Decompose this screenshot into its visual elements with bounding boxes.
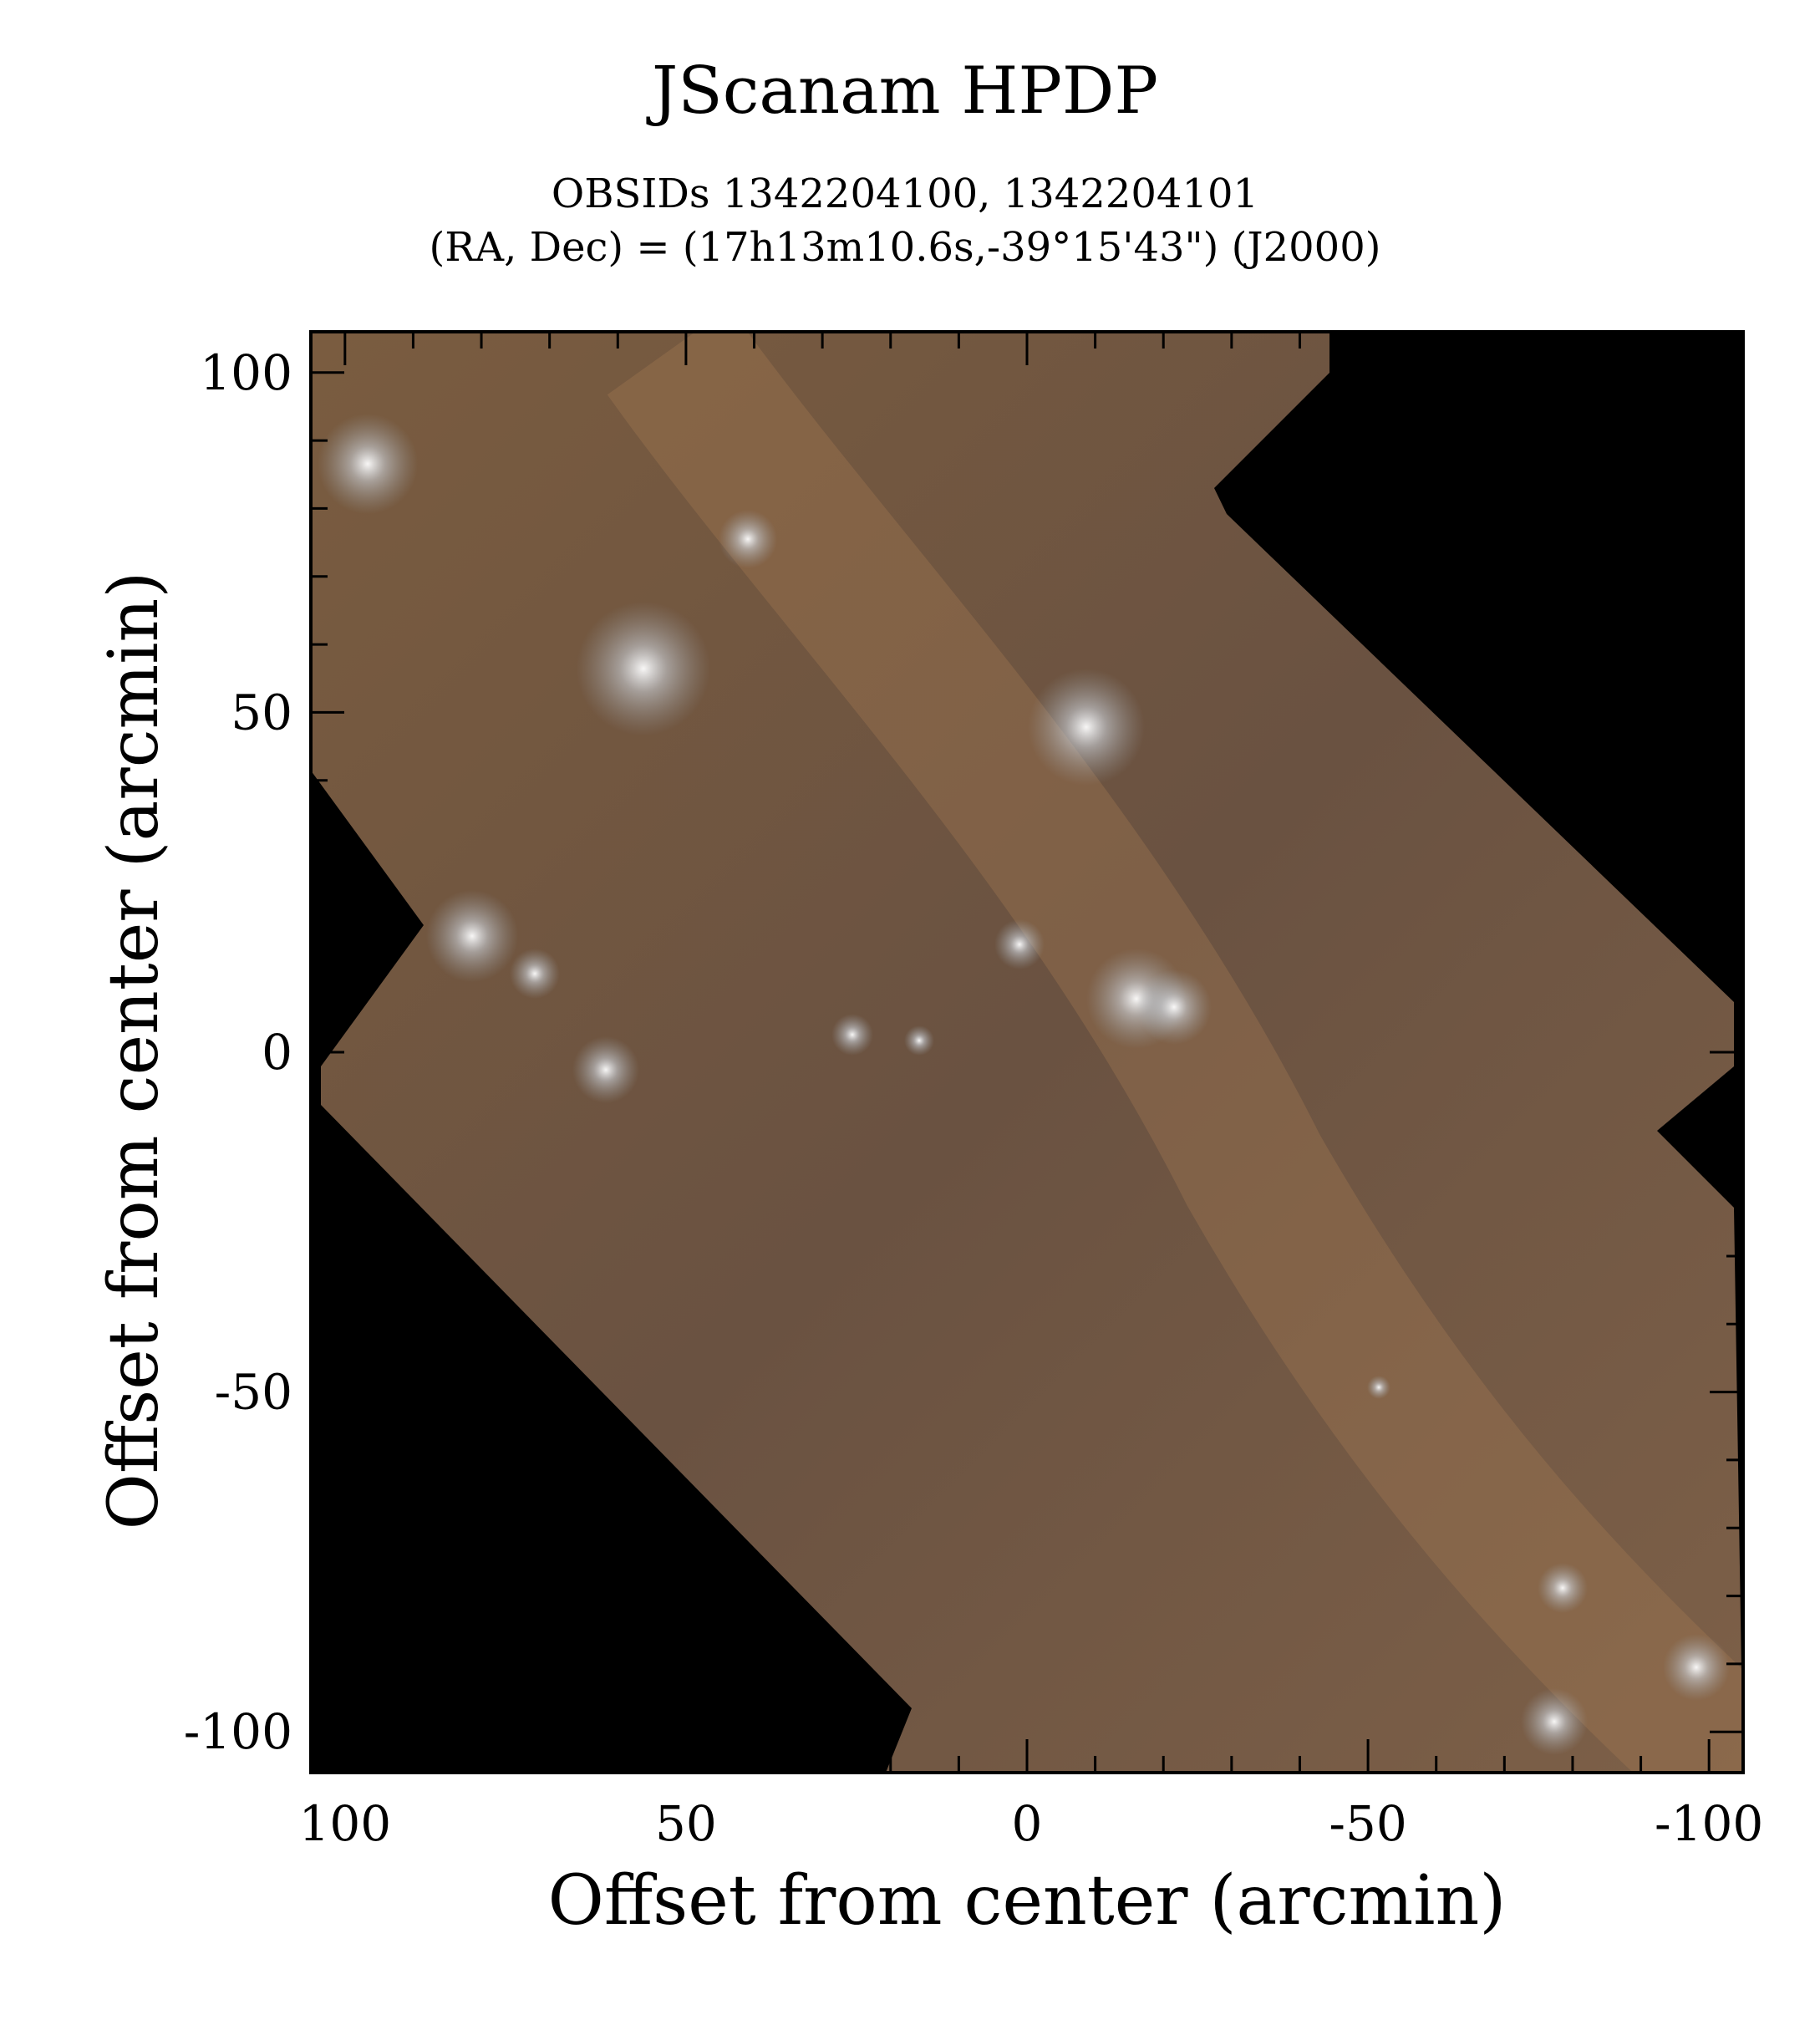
- bright-source: [426, 890, 518, 982]
- x-tick-labels: 100 50 0 -50 -100: [298, 1795, 1763, 1852]
- bright-source: [318, 414, 418, 514]
- x-tick-label: -100: [1655, 1795, 1763, 1852]
- bright-sources: [318, 414, 1730, 1755]
- bright-source: [1663, 1634, 1730, 1701]
- bright-source: [572, 1036, 639, 1103]
- y-tick-label: -50: [215, 1364, 292, 1421]
- y-tick-label: 0: [262, 1024, 292, 1081]
- y-tick-label: 50: [231, 684, 292, 740]
- chart-subtitle-2: (RA, Dec) = (17h13m10.6s,-39°15'43") (J2…: [430, 224, 1381, 271]
- axis-ticks: [311, 332, 1743, 1773]
- bright-source: [1538, 1563, 1588, 1613]
- bright-source: [577, 602, 710, 735]
- y-tick-label: -100: [184, 1703, 292, 1760]
- bright-source: [831, 1014, 873, 1056]
- x-tick-label: 0: [1012, 1795, 1043, 1852]
- bright-source: [510, 949, 560, 999]
- y-tick-labels: 100 50 0 -50 -100: [184, 344, 292, 1760]
- plot-area: [311, 332, 1743, 1773]
- chart-title: JScanam HPDP: [646, 53, 1158, 129]
- x-tick-label: -50: [1329, 1795, 1406, 1852]
- y-axis-label: Offset from center (arcmin): [94, 572, 174, 1530]
- y-tick-label: 100: [200, 344, 292, 401]
- bright-source: [994, 919, 1045, 969]
- galactic-plane-ridge: [607, 332, 1743, 1773]
- bright-source: [904, 1025, 934, 1056]
- chart-subtitle-1: OBSIDs 1342204100, 1342204101: [552, 170, 1258, 217]
- bright-source: [1521, 1688, 1588, 1755]
- x-axis-label: Offset from center (arcmin): [548, 1861, 1507, 1941]
- x-tick-label: 50: [655, 1795, 717, 1852]
- bright-source: [719, 510, 777, 568]
- x-tick-label: 100: [298, 1795, 391, 1852]
- bright-source: [1367, 1376, 1390, 1399]
- bright-source: [1136, 969, 1212, 1045]
- bright-source: [1028, 669, 1145, 786]
